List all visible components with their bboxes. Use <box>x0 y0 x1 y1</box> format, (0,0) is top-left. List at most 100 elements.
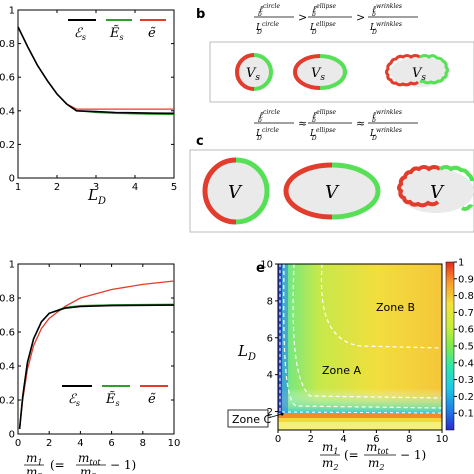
svg-text:m1: m1 <box>322 440 338 456</box>
x-tick-label: 0 <box>275 434 281 445</box>
y-tick-label: 0.8 <box>0 294 15 305</box>
y-tick-label: 2 <box>267 407 273 418</box>
y-tick-label: 0.6 <box>0 328 15 339</box>
svg-text:− 1): − 1) <box>110 458 136 472</box>
colorbar-tick-label: 0.3 <box>458 375 474 386</box>
svg-text:V: V <box>325 182 340 203</box>
x-axis-label: m1 m2 (= mtot m2 − 1) <box>24 451 136 474</box>
zone-c-callout: Zone C <box>227 409 284 428</box>
panel-letter-c: c <box>196 134 204 149</box>
series-lines <box>18 280 175 429</box>
y-tick-label: 0.2 <box>0 396 15 407</box>
heatmap-y-label: LD <box>237 342 256 363</box>
svg-text:m2: m2 <box>26 465 42 474</box>
svg-text:V: V <box>430 182 445 203</box>
x-tick-label: 2 <box>46 438 52 449</box>
plot-frame <box>17 9 175 179</box>
y-ticks: 0 0.2 0.4 0.6 0.8 1 1 2 3 4 5 <box>0 6 177 194</box>
svg-text:≈: ≈ <box>298 117 307 130</box>
svg-text:>: > <box>298 11 307 24</box>
y-tick-label: 0 <box>9 174 15 185</box>
x-tick-label: 2 <box>308 434 314 445</box>
x-tick-label: 6 <box>373 434 379 445</box>
x-tick-label: 10 <box>168 438 181 449</box>
x-tick-label: 8 <box>406 434 412 445</box>
legend-label-Et: Ẽs <box>109 25 124 42</box>
legend: ℰs Ẽs ẽ <box>68 19 166 42</box>
legend: ℰs Ẽs ẽ <box>62 385 168 408</box>
x-tick-label: 3 <box>93 182 99 193</box>
heatmap-x-label: m1 m2 (= mtot m2 − 1) <box>320 440 426 472</box>
series-lines <box>17 26 175 116</box>
chart-top-left: 0 0.2 0.4 0.6 0.8 1 1 2 3 4 5 ℰs Ẽs ẽ LD <box>0 6 177 208</box>
y-tick-label: 10 <box>260 260 273 271</box>
colorbar-tick-label: 0.4 <box>458 358 474 369</box>
legend-label-et: ẽ <box>148 392 156 407</box>
svg-text:m2: m2 <box>80 465 96 474</box>
x-tick-label: 4 <box>77 438 83 449</box>
legend-label-Et: Ẽs <box>105 391 120 408</box>
y-tick-label: 1 <box>9 6 15 17</box>
plot-frame <box>17 263 175 435</box>
colorbar-tick-label: 1 <box>458 258 464 269</box>
y-tick-label: 0 <box>9 430 15 441</box>
svg-text:≈: ≈ <box>356 117 365 130</box>
panel-e: e Zone B Zone A 0 2 4 6 8 10 2 4 6 8 10 LD Zone C <box>227 258 474 472</box>
colorbar-tick-label: 0.5 <box>458 342 474 353</box>
panel-c: c ℓcircle b Lcircle D ≈ ℓellipse b Lellipse… <box>189 109 474 233</box>
x-tick-label: 5 <box>171 182 177 193</box>
svg-text:m2: m2 <box>322 456 338 472</box>
svg-text:mtot: mtot <box>78 451 101 467</box>
ratio-equation-c: ℓcircle b Lcircle D ≈ ℓellipse b Lellipse D … <box>254 109 418 142</box>
heatmap-axes: 0 2 4 6 8 10 2 4 6 8 10 <box>260 260 448 446</box>
x-tick-label: 8 <box>140 438 146 449</box>
panel-letter-e: e <box>256 261 265 276</box>
svg-text:m1: m1 <box>26 451 42 467</box>
x-tick-label: 1 <box>15 182 21 193</box>
y-tick-label: 0.2 <box>0 140 15 151</box>
svg-text:(=: (= <box>344 448 359 462</box>
vesicle-circle-b: Vs <box>235 53 273 91</box>
y-tick-label: 8 <box>267 296 273 307</box>
x-axis-label: LD <box>87 186 106 207</box>
x-tick-label: 10 <box>436 434 449 445</box>
svg-text:− 1): − 1) <box>400 448 426 462</box>
series-line-0 <box>18 304 175 429</box>
colorbar: 0.1 0.2 0.3 0.4 0.5 0.6 0.7 0.8 0.9 1 <box>445 258 474 431</box>
svg-text:Zone C: Zone C <box>232 413 272 426</box>
colorbar-tick-label: 0.1 <box>458 409 474 420</box>
zone-b-label: Zone B <box>376 301 415 314</box>
svg-text:V: V <box>228 182 243 203</box>
vesicle-circle-c: V <box>202 157 270 225</box>
colorbar-tick-label: 0.2 <box>458 392 474 403</box>
legend-label-et: ẽ <box>148 26 156 41</box>
y-tick-label: 1 <box>9 260 15 271</box>
legend-label-Es: ℰs <box>74 26 86 42</box>
legend-label-Es: ℰs <box>68 392 80 408</box>
x-tick-label: 0 <box>15 438 21 449</box>
svg-text:m2: m2 <box>368 456 384 472</box>
x-tick-label: 4 <box>132 182 138 193</box>
y-tick-label: 4 <box>267 370 273 381</box>
x-tick-label: 4 <box>340 434 346 445</box>
svg-text:mtot: mtot <box>366 440 389 456</box>
panel-letter-b: b <box>196 7 205 22</box>
zone-a-label: Zone A <box>322 364 362 377</box>
colorbar-tick-label: 0.9 <box>458 274 474 285</box>
ratio-equation-b: ℓcircle b Lcircle D > ℓellipse b Lellipse D … <box>254 3 418 36</box>
vesicle-ellipse-b: Vs <box>293 54 347 90</box>
svg-text:Vs: Vs <box>246 66 260 83</box>
